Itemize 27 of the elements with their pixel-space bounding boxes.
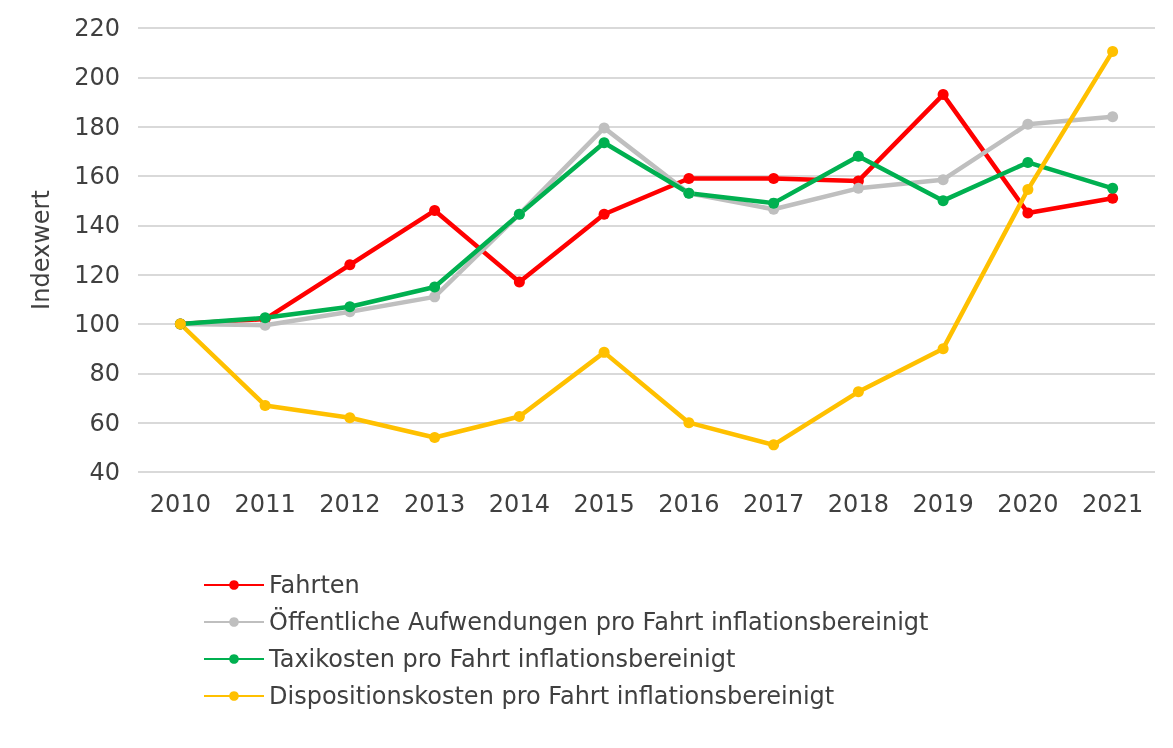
legend-label: Öffentliche Aufwendungen pro Fahrt inflationsbereinigt xyxy=(269,607,929,636)
x-tick-label: 2014 xyxy=(488,490,550,518)
y-tick-label: 80 xyxy=(89,359,120,388)
x-tick-label: 2011 xyxy=(234,490,296,518)
x-tick-label: 2019 xyxy=(912,490,974,518)
y-tick-label: 220 xyxy=(74,14,120,42)
y-axis-title: Indexwert xyxy=(27,190,55,310)
legend-label: Taxikosten pro Fahrt inflationsbereinigt xyxy=(268,645,736,673)
y-tick-label: 140 xyxy=(74,211,120,240)
x-tick-label: 2012 xyxy=(319,490,381,518)
y-tick-label: 120 xyxy=(74,260,120,289)
x-tick-label: 2020 xyxy=(997,490,1059,518)
x-tick-label: 2010 xyxy=(149,490,211,518)
y-tick-label: 100 xyxy=(74,310,120,338)
x-tick-label: 2021 xyxy=(1082,490,1144,518)
legend-label: Dispositionskosten pro Fahrt inflationsbereinigt xyxy=(269,682,835,710)
y-tick-label: 160 xyxy=(74,162,120,190)
legend-label: Fahrten xyxy=(269,571,360,599)
y-tick-label: 60 xyxy=(89,408,120,437)
y-tick-label: 40 xyxy=(89,458,120,486)
x-tick-label: 2017 xyxy=(743,490,805,518)
x-tick-label: 2016 xyxy=(658,490,720,518)
y-tick-label: 200 xyxy=(74,63,120,92)
y-tick-label: 180 xyxy=(74,112,120,141)
x-tick-label: 2013 xyxy=(404,490,466,518)
x-tick-label: 2015 xyxy=(573,490,635,518)
x-tick-label: 2018 xyxy=(827,490,889,518)
